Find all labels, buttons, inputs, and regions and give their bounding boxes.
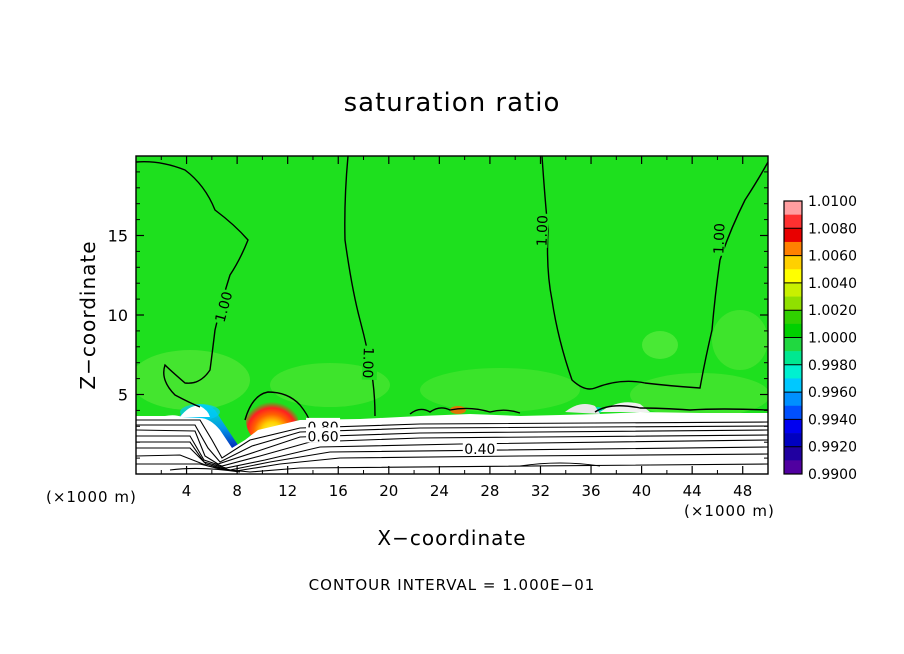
colorbar-swatch-8 [784,310,802,325]
colorbar-label-3: 1.0040 [808,276,857,292]
contour-label-1: 1.00 [359,345,378,381]
svg-text:1.00: 1.00 [213,290,237,324]
svg-text:0.60: 0.60 [307,429,338,445]
colorbar-label-4: 1.0020 [808,303,857,319]
colorbar-swatch-5 [784,269,802,284]
colorbar-label-0: 1.0100 [808,194,857,210]
colorbar-swatch-14 [784,392,802,407]
x-tick-label-3: 16 [329,482,348,500]
contour-label-3: 1.00 [709,221,729,256]
x-tick-label-11: 48 [733,482,752,500]
colorbar-swatch-0 [784,201,802,215]
x-ticks: 4 8 12 16 20 24 28 32 36 40 44 48 [160,156,752,500]
contour-label-6: 0.40 [462,440,497,458]
colorbar-label-1: 1.0080 [808,221,857,237]
contour-labels: 1.001.001.001.000.800.600.40 [210,213,729,458]
contour-lines [136,156,768,423]
colorbar-label-5: 1.0000 [808,331,857,347]
svg-text:1.00: 1.00 [534,215,551,247]
colorbar-swatch-4 [784,255,802,270]
colorbar-label-2: 1.0060 [808,249,857,265]
x-tick-label-0: 4 [182,482,192,500]
y-axis-label: Z−coordinate [76,240,100,390]
colorbar-swatch-9 [784,323,802,338]
colorbar-swatch-7 [784,296,802,311]
contour-label-5: 0.60 [306,427,341,445]
chart-title: saturation ratio [343,88,561,118]
x-tick-label-4: 20 [379,482,398,500]
y-tick-label-2: 15 [108,227,128,246]
contour-label-2: 1.00 [532,213,552,248]
colorbar-swatch-1 [784,214,802,229]
colorbar-swatch-17 [784,433,802,447]
x-axis-label: X−coordinate [377,526,527,550]
colorbar-swatch-11 [784,351,802,366]
colorbar-swatch-19 [784,460,802,475]
contour-interval-note: CONTOUR INTERVAL = 1.000E−01 [308,576,596,594]
x-unit-left: (×1000 m) [46,488,137,506]
saturation-field [136,156,768,474]
svg-text:0.40: 0.40 [464,442,495,458]
colorbar-label-6: 0.9980 [808,358,857,374]
colorbar-label-10: 0.9900 [808,467,857,483]
y-ticks: 5 10 15 [108,171,768,459]
colorbar-swatch-12 [784,364,802,379]
x-tick-label-1: 8 [232,482,242,500]
colorbar-label-8: 0.9940 [808,412,857,428]
x-tick-label-8: 36 [581,482,600,500]
x-tick-label-10: 44 [683,482,702,500]
colorbar: 1.0100 1.0080 1.0060 1.0040 1.0020 1.0000 0.99… [783,194,857,483]
colorbar-label-9: 0.9920 [808,440,857,456]
x-tick-label-9: 40 [632,482,651,500]
colorbar-swatch-10 [784,337,802,352]
x-tick-label-2: 12 [278,482,297,500]
y-tick-label-1: 10 [108,306,128,325]
y-tick-label-0: 5 [118,386,128,405]
colorbar-swatch-18 [784,446,802,461]
svg-text:1.00: 1.00 [711,223,728,255]
contour-label-0: 1.00 [210,288,237,325]
x-tick-label-5: 24 [430,482,449,500]
colorbar-swatch-3 [784,241,802,256]
x-tick-label-6: 28 [480,482,499,500]
colorbar-swatch-16 [784,419,802,434]
colorbar-swatch-6 [784,282,802,297]
colorbar-swatch-15 [784,405,802,420]
colorbar-swatch-13 [784,378,802,393]
svg-text:1.00: 1.00 [359,347,376,379]
x-tick-label-7: 32 [531,482,550,500]
colorbar-label-7: 0.9960 [808,385,857,401]
surface-contours [136,419,768,473]
colorbar-swatch-2 [784,228,802,243]
x-unit-right: (×1000 m) [684,502,775,520]
